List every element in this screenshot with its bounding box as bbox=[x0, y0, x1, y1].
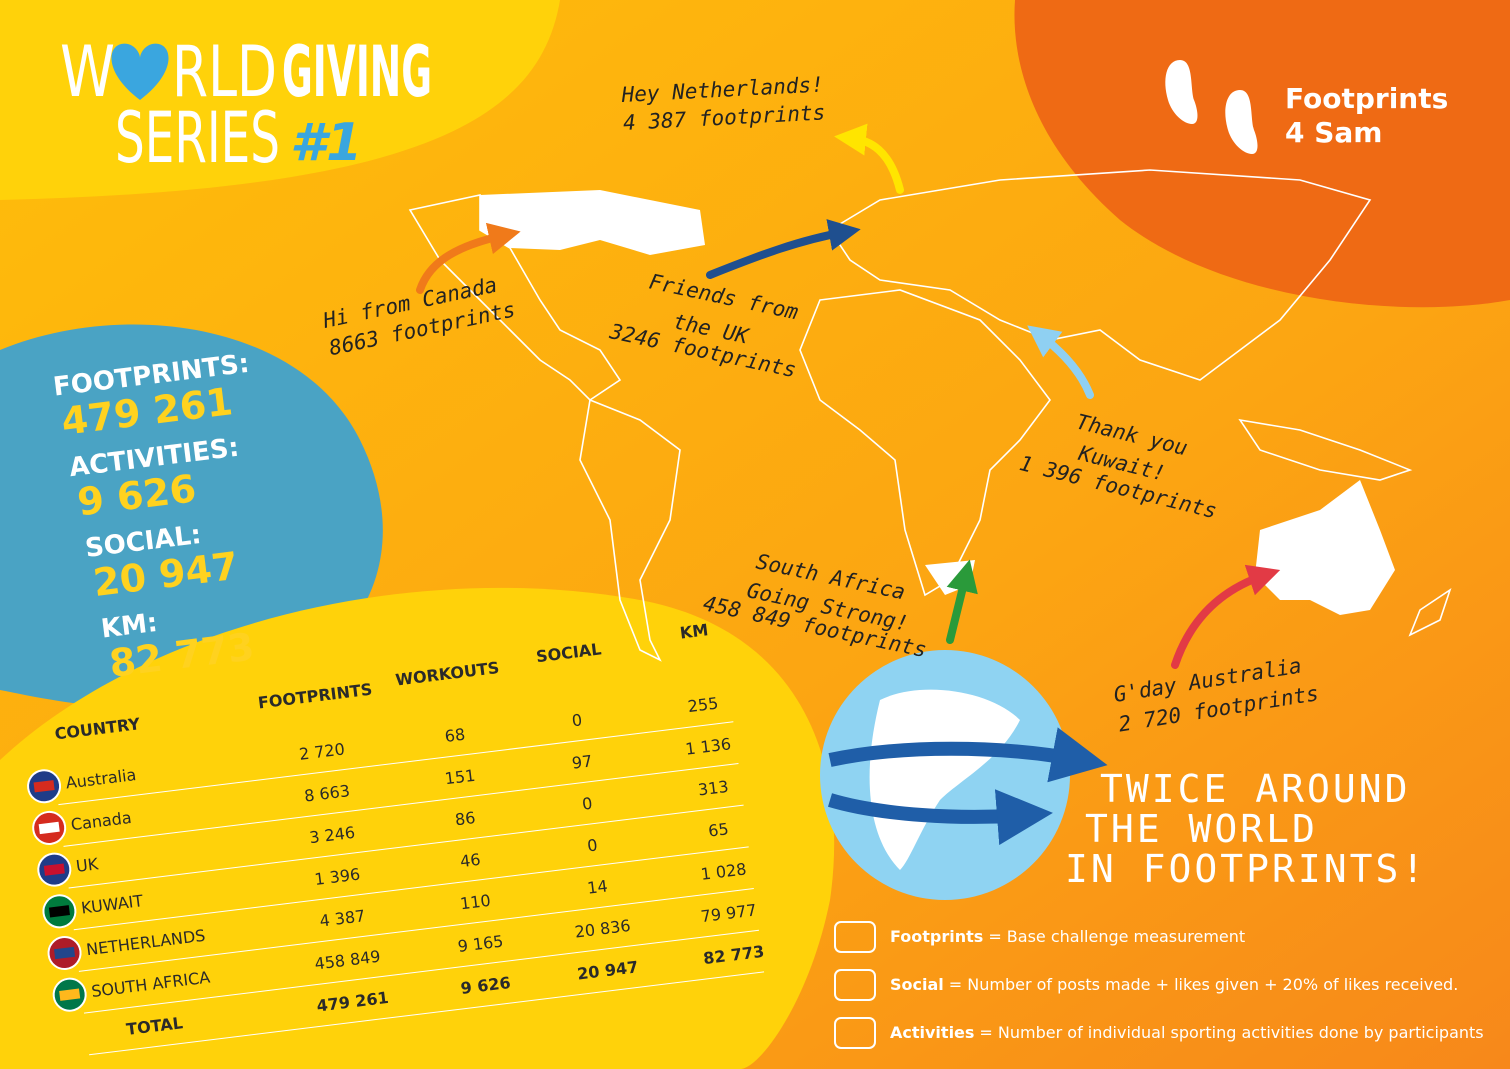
row-rule bbox=[89, 971, 765, 1056]
arrow bbox=[1171, 564, 1281, 669]
title-part: GIVING bbox=[282, 31, 432, 113]
title-part: SERIES bbox=[115, 97, 280, 179]
arrow bbox=[946, 559, 978, 644]
flag-stripe bbox=[59, 988, 81, 1001]
yellow-corner bbox=[0, 0, 560, 200]
title: W RLD GIVING SERIES #1 bbox=[60, 31, 432, 179]
table-cell: 255 bbox=[687, 694, 720, 717]
asia-islands bbox=[1238, 418, 1413, 481]
legend-term: Footprints bbox=[890, 927, 983, 946]
legend-definition: = Number of posts made + likes given + 2… bbox=[949, 975, 1459, 994]
row-rule bbox=[63, 762, 739, 847]
table-cell: 110 bbox=[459, 891, 492, 914]
heart bbox=[111, 43, 169, 100]
globe-land bbox=[869, 689, 1020, 870]
flag-stripe bbox=[33, 780, 55, 793]
eurasia bbox=[828, 169, 1372, 381]
yellow-blob bbox=[0, 587, 835, 1069]
table-cell: 151 bbox=[444, 766, 477, 789]
row-rule bbox=[68, 804, 744, 889]
slogan-line: IN FOOTPRINTS! bbox=[1065, 847, 1427, 891]
row-rule bbox=[83, 929, 759, 1014]
canada bbox=[480, 190, 705, 255]
arrow bbox=[1027, 325, 1094, 399]
row-rule bbox=[73, 846, 749, 931]
legend-icon bbox=[834, 969, 876, 1001]
legend-item: Activities = Number of individual sportin… bbox=[890, 1023, 1484, 1042]
arrows bbox=[416, 123, 1281, 669]
table-cell: 0 bbox=[571, 710, 583, 730]
africa bbox=[799, 289, 1051, 597]
legend-term: Activities bbox=[890, 1023, 974, 1042]
slogan-line: THE WORLD bbox=[1085, 807, 1318, 851]
foot-icon bbox=[1225, 90, 1258, 154]
table-cell: 65 bbox=[707, 819, 730, 840]
table-cell: 68 bbox=[444, 725, 467, 746]
total-label: KM: bbox=[99, 608, 159, 645]
brand-sub: 4 Sam bbox=[1285, 116, 1382, 149]
table-cell: 0 bbox=[581, 794, 593, 814]
south-america bbox=[579, 398, 681, 662]
foot-icon bbox=[1165, 60, 1198, 124]
legend: Footprints = Base challenge measurement So… bbox=[834, 921, 1484, 1049]
globe bbox=[820, 650, 1108, 900]
table-cell: 0 bbox=[586, 835, 598, 855]
slogan: TWICE AROUND THE WORLD IN FOOTPRINTS! bbox=[1065, 767, 1427, 891]
australia bbox=[1255, 480, 1395, 615]
row-rule bbox=[78, 888, 754, 972]
blue-blob bbox=[0, 324, 383, 709]
row-rule bbox=[58, 721, 734, 806]
arrow bbox=[706, 219, 861, 279]
table-cell: 97 bbox=[571, 751, 594, 772]
globe-arrow bbox=[828, 727, 1108, 783]
arrow bbox=[416, 222, 521, 294]
country-name: UK bbox=[75, 854, 100, 876]
legend-definition: = Base challenge measurement bbox=[988, 927, 1245, 946]
legend-definition: = Number of individual sporting activiti… bbox=[979, 1023, 1483, 1042]
table-cell: 313 bbox=[697, 777, 730, 800]
title-part: W bbox=[60, 31, 115, 113]
orange-corner bbox=[1014, 0, 1510, 308]
title-part: RLD bbox=[172, 31, 277, 113]
flag-stripe bbox=[38, 821, 60, 835]
legend-item: Social = Number of posts made + likes giv… bbox=[890, 975, 1458, 994]
globe-arrow bbox=[827, 789, 1053, 846]
new-zealand bbox=[1408, 588, 1452, 637]
legend-item: Footprints = Base challenge measurement bbox=[890, 927, 1245, 946]
flag-stripe bbox=[54, 946, 76, 960]
legend-icon bbox=[834, 1017, 876, 1049]
table-cell: 86 bbox=[454, 808, 477, 829]
legend-icon bbox=[834, 921, 876, 953]
slogan-line: TWICE AROUND bbox=[1100, 767, 1411, 811]
table-header: KM bbox=[679, 620, 709, 642]
brand-name: Footprints bbox=[1285, 82, 1448, 115]
table-cell: 14 bbox=[586, 876, 609, 897]
world-map bbox=[408, 169, 1452, 662]
table-cell: 46 bbox=[459, 850, 482, 871]
flag-stripe bbox=[48, 905, 70, 918]
title-part: #1 bbox=[290, 113, 362, 173]
legend-term: Social bbox=[890, 975, 944, 994]
brand: Footprints 4 Sam bbox=[1165, 60, 1448, 154]
flag-stripe bbox=[43, 863, 65, 876]
arrow bbox=[834, 123, 904, 194]
